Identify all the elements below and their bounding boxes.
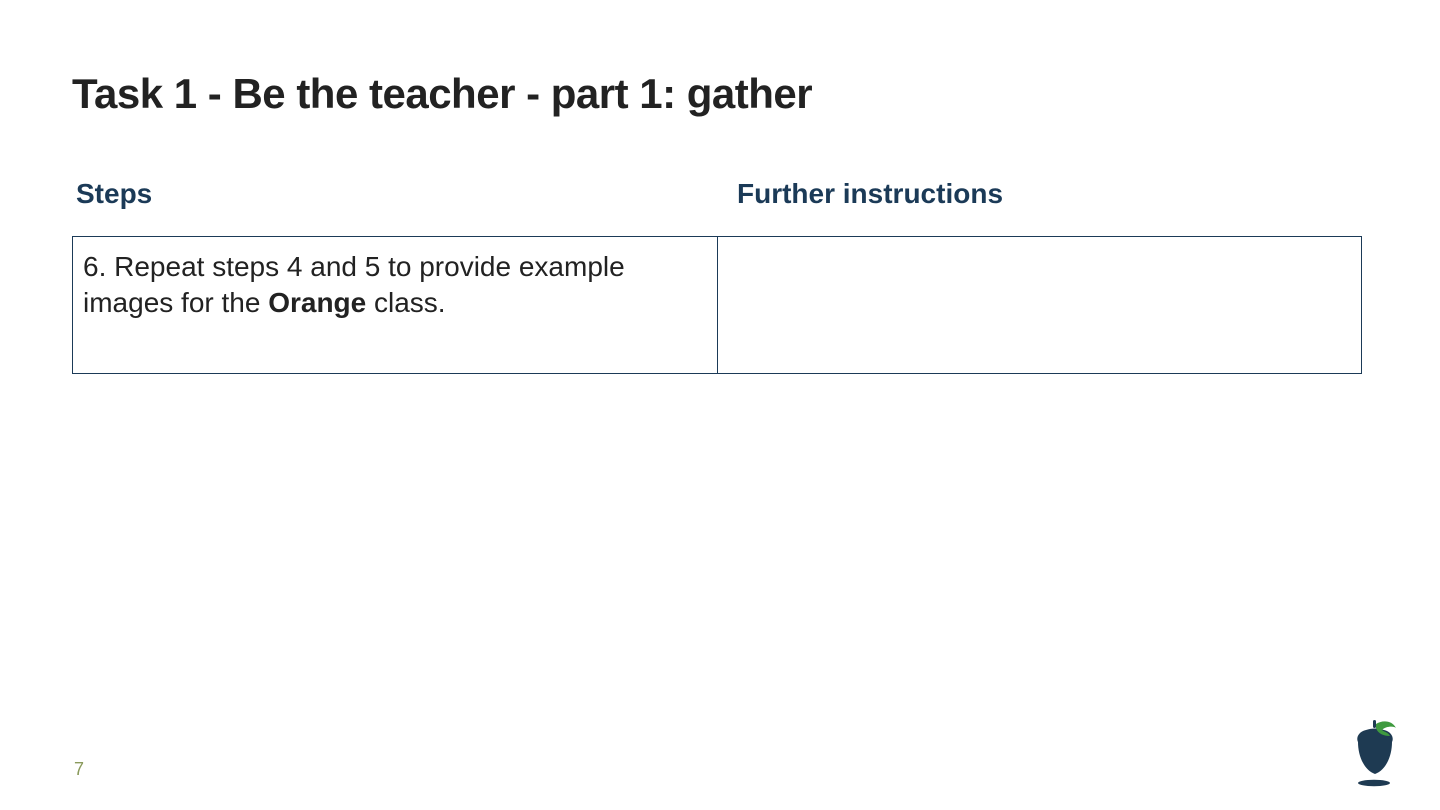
step-text-suffix: class. (366, 287, 445, 318)
header-further: Further instructions (701, 178, 1362, 210)
cell-steps: 6. Repeat steps 4 and 5 to provide examp… (73, 237, 718, 373)
page-title: Task 1 - Be the teacher - part 1: gather (72, 70, 1368, 118)
cell-further (718, 237, 1362, 373)
header-steps: Steps (72, 178, 701, 210)
slide: Task 1 - Be the teacher - part 1: gather… (0, 0, 1440, 810)
step-text-bold: Orange (268, 287, 366, 318)
instruction-table: Steps Further instructions 6. Repeat ste… (72, 178, 1362, 374)
table-header-row: Steps Further instructions (72, 178, 1362, 210)
acorn-logo-icon (1346, 718, 1402, 788)
page-number: 7 (74, 759, 84, 780)
table-row: 6. Repeat steps 4 and 5 to provide examp… (72, 236, 1362, 374)
